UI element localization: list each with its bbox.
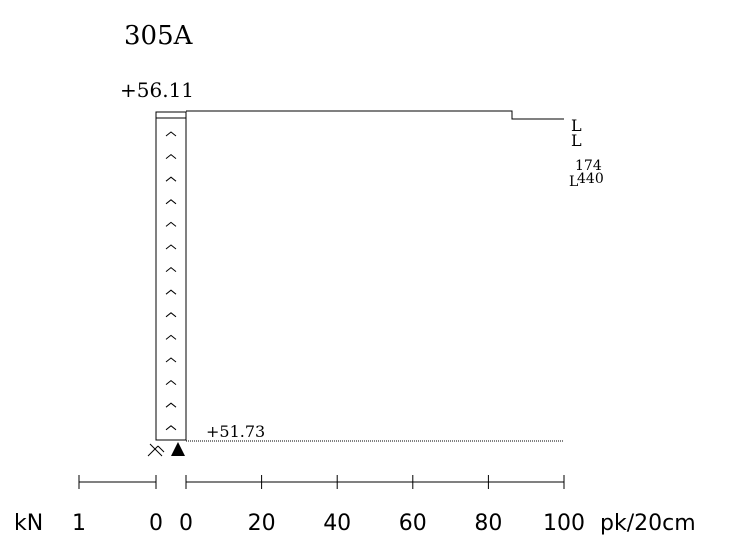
right-scale-labels: 0 20 40 60 80 100 <box>179 511 585 536</box>
left-scale-tick-1: 1 <box>72 511 86 536</box>
base-x-icon <box>147 443 165 457</box>
right-scale-tick-label: 40 <box>323 511 351 536</box>
right-markers: L L 174 L 440 <box>569 116 604 190</box>
right-scale-unit: pk/20cm <box>600 511 696 536</box>
chevron-icon <box>165 131 177 137</box>
right-scale-tick-label: 100 <box>543 511 585 536</box>
left-scale-unit: kN <box>14 511 43 536</box>
right-scale-tick-label: 60 <box>399 511 427 536</box>
chevron-icon <box>165 244 177 250</box>
chevron-icon <box>165 425 177 431</box>
chevron-icon <box>165 289 177 295</box>
left-scale-labels: kN 1 0 <box>14 511 163 536</box>
chevron-icon <box>165 402 177 408</box>
bottom-elevation-label: +51.73 <box>206 422 265 441</box>
column-chevrons <box>165 131 177 431</box>
chevron-icon <box>165 266 177 272</box>
chevron-icon <box>165 221 177 227</box>
top-level-line <box>186 110 564 120</box>
marker-value-1: 174 <box>575 158 602 174</box>
marker-1: L <box>571 116 582 135</box>
chevron-icon <box>165 312 177 318</box>
chevron-icon <box>165 199 177 205</box>
marker-2: L <box>571 131 582 150</box>
right-scale-tick-label: 20 <box>248 511 276 536</box>
scale-bar <box>78 475 565 489</box>
column-outline <box>155 111 187 441</box>
marker-3: L <box>569 174 578 190</box>
chevron-icon <box>165 357 177 363</box>
right-scale-tick-label: 80 <box>474 511 502 536</box>
right-scale-tick-label: 0 <box>179 511 193 536</box>
chevron-icon <box>165 334 177 340</box>
chevron-icon <box>165 176 177 182</box>
left-scale-tick-0: 0 <box>149 511 163 536</box>
marker-value-2: 440 <box>577 171 604 187</box>
chevron-icon <box>165 153 177 159</box>
sounding-column <box>155 111 187 441</box>
chevron-icon <box>165 379 177 385</box>
top-elevation-label: +56.11 <box>120 78 194 102</box>
diagram-title: 305A <box>124 21 194 51</box>
base-triangle-icon <box>171 442 185 456</box>
